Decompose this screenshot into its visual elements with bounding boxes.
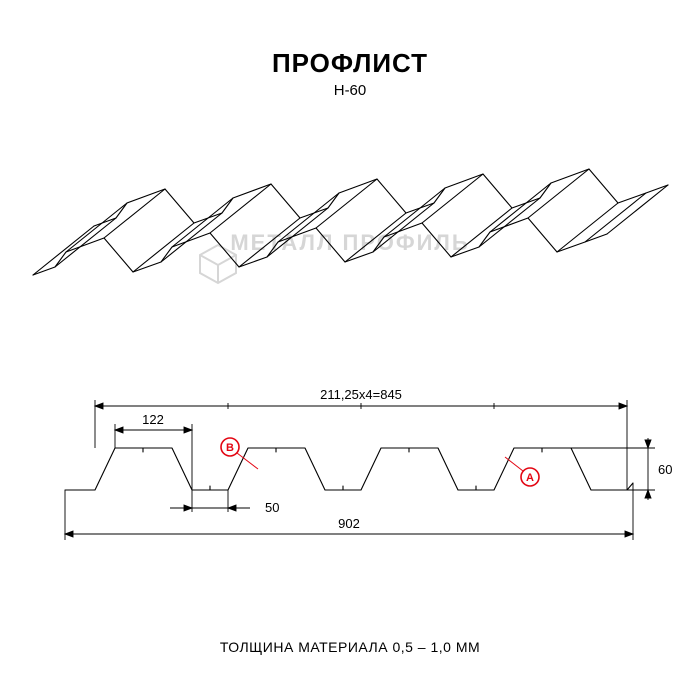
dim-overall-width: 902 — [338, 516, 360, 531]
dim-height: 60 — [658, 462, 672, 477]
svg-text:A: A — [526, 472, 534, 484]
dim-valley-width: 50 — [265, 500, 279, 515]
marker-a: A — [505, 457, 539, 486]
cross-section — [65, 448, 633, 490]
dim-crest-width: 122 — [142, 412, 164, 427]
marker-b: B — [221, 438, 258, 469]
iso-view — [33, 169, 668, 275]
footer-text: ТОЛЩИНА МАТЕРИАЛА 0,5 – 1,0 ММ — [0, 639, 700, 655]
watermark-logo-icon — [200, 245, 236, 283]
dim-pitch: 211,25x4=845 — [320, 387, 402, 402]
svg-text:B: B — [226, 442, 234, 454]
diagram-svg: 211,25x4=845 122 50 902 60 B A — [0, 0, 700, 700]
